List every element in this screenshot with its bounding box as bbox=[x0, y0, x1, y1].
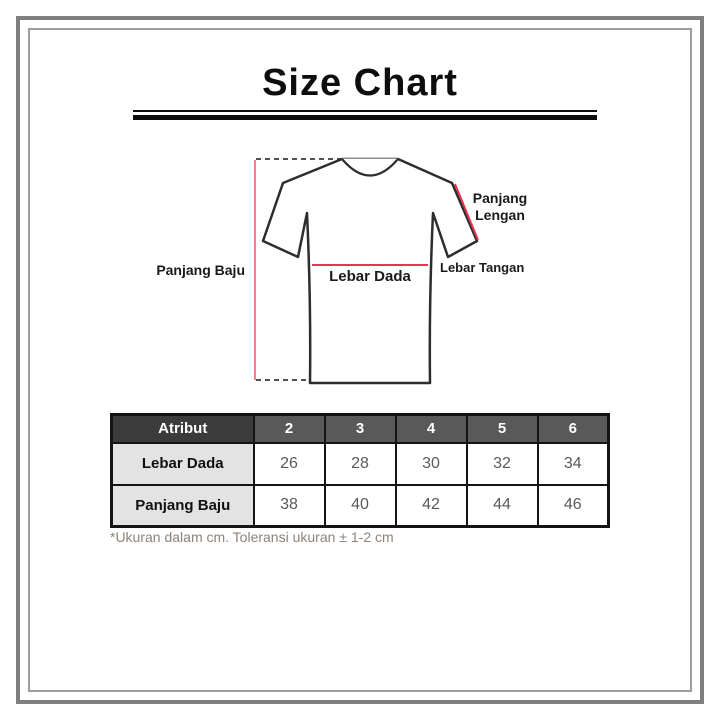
collar-arc bbox=[341, 158, 399, 177]
header-size-5: 5 bbox=[465, 413, 539, 444]
panjang-lengan-measure-line bbox=[454, 183, 479, 241]
table-row-panjang-baju: Panjang Baju 38 40 42 44 46 bbox=[110, 483, 610, 528]
cell-value: 26 bbox=[252, 441, 326, 486]
header-size-6: 6 bbox=[536, 413, 610, 444]
divider-thick-line bbox=[133, 115, 597, 120]
panjang-baju-label: Panjang Baju bbox=[156, 262, 245, 278]
divider-thin-line bbox=[133, 110, 597, 112]
header-size-2: 2 bbox=[252, 413, 326, 444]
title-divider bbox=[133, 110, 597, 120]
lebar-tangan-label: Lebar Tangan bbox=[440, 260, 525, 275]
cell-value: 38 bbox=[252, 483, 326, 528]
header-size-4: 4 bbox=[394, 413, 468, 444]
cell-value: 46 bbox=[536, 483, 610, 528]
cell-value: 40 bbox=[323, 483, 397, 528]
size-table: Atribut 2 3 4 5 6 Lebar Dada 26 28 30 32… bbox=[110, 413, 610, 528]
panjang-lengan-label: Panjang Lengan bbox=[472, 190, 528, 223]
table-header-row: Atribut 2 3 4 5 6 bbox=[110, 413, 610, 444]
cell-value: 32 bbox=[465, 441, 539, 486]
cell-value: 42 bbox=[394, 483, 468, 528]
cell-value: 34 bbox=[536, 441, 610, 486]
header-attribut: Atribut bbox=[110, 413, 255, 444]
cell-value: 30 bbox=[394, 441, 468, 486]
lebar-dada-label: Lebar Dada bbox=[329, 268, 411, 285]
row-label-panjang-baju: Panjang Baju bbox=[110, 483, 255, 528]
size-tolerance-footnote: *Ukuran dalam cm. Toleransi ukuran ± 1-2… bbox=[110, 529, 394, 545]
cell-value: 28 bbox=[323, 441, 397, 486]
tshirt-diagram bbox=[254, 157, 479, 385]
cell-value: 44 bbox=[465, 483, 539, 528]
row-label-lebar-dada: Lebar Dada bbox=[110, 441, 255, 486]
tshirt-outline bbox=[261, 157, 479, 385]
table-row-lebar-dada: Lebar Dada 26 28 30 32 34 bbox=[110, 441, 610, 486]
header-size-3: 3 bbox=[323, 413, 397, 444]
page-title: Size Chart bbox=[262, 62, 458, 104]
